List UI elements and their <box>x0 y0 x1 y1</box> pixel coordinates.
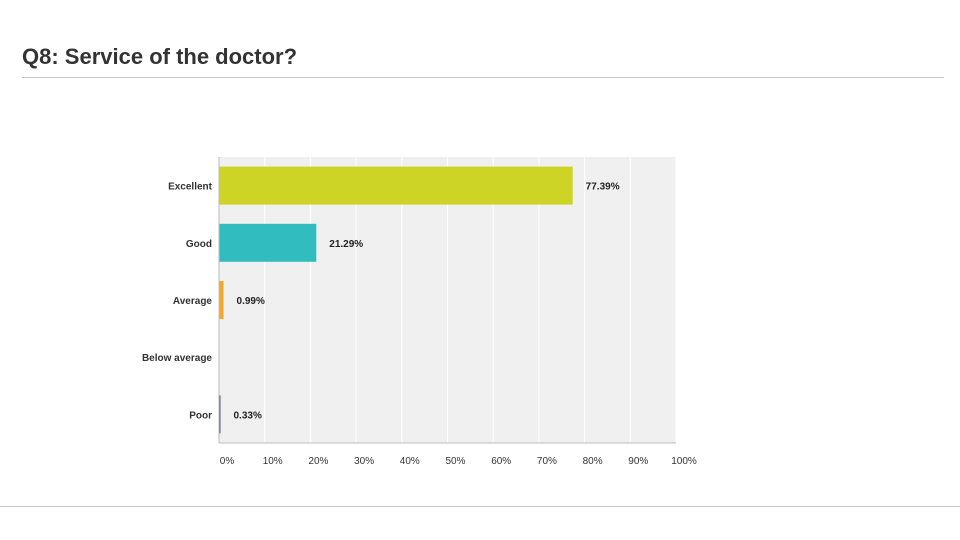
grid-lines <box>264 157 677 443</box>
value-label: 0.99% <box>237 296 265 307</box>
x-tick-label: 40% <box>400 456 420 467</box>
bar-average <box>219 281 224 319</box>
x-tick-label: 80% <box>583 456 603 467</box>
value-labels: 77.39% 21.29% 0.99% 0.33% <box>234 182 620 422</box>
category-label: Good <box>186 239 212 250</box>
x-tick-label: 90% <box>628 456 648 467</box>
x-tick-label: 30% <box>354 456 374 467</box>
category-labels: Excellent Good Average Below average Poor <box>142 182 213 422</box>
category-label: Poor <box>189 410 212 421</box>
x-tick-label: 50% <box>445 456 465 467</box>
bar-excellent <box>219 166 573 205</box>
category-label: Excellent <box>168 182 213 193</box>
bar-good <box>219 223 317 262</box>
x-tick-label: 0% <box>220 456 235 467</box>
bar-poor <box>219 395 221 434</box>
slide-title: Q8: Service of the doctor? <box>22 44 298 69</box>
value-label: 21.29% <box>329 239 363 250</box>
x-tick-label: 60% <box>491 456 511 467</box>
category-label: Average <box>173 296 213 307</box>
x-tick-label: 100% <box>671 456 697 467</box>
value-label: 0.33% <box>234 410 262 421</box>
x-tick-label: 20% <box>308 456 328 467</box>
value-label: 77.39% <box>586 182 620 193</box>
category-label: Below average <box>142 353 212 364</box>
title-divider <box>22 77 944 78</box>
x-tick-labels: 0% 10% 20% 30% 40% 50% 60% 70% 80% 90% 100% <box>220 456 697 467</box>
x-tick-label: 10% <box>263 456 283 467</box>
footer-divider <box>0 506 960 507</box>
bars <box>219 166 573 434</box>
x-tick-label: 70% <box>537 456 557 467</box>
